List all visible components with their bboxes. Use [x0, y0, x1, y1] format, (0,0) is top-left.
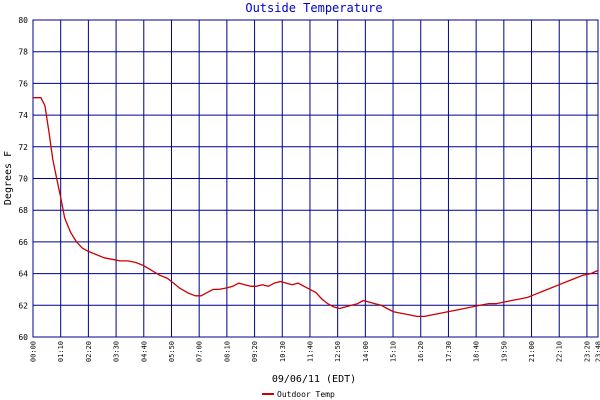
x-tick-label: 21:00	[528, 341, 536, 362]
series-line-outdoor-temp	[33, 97, 599, 318]
y-tick-label: 70	[18, 175, 28, 184]
legend: Outdoor Temp	[262, 390, 335, 399]
x-tick-label: 16:20	[417, 341, 425, 362]
legend-label-outdoor-temp: Outdoor Temp	[277, 390, 335, 399]
x-tick-label: 07:00	[196, 341, 204, 362]
y-tick-label: 64	[18, 270, 28, 279]
x-tick-label: 17:30	[445, 341, 453, 362]
y-tick-label: 76	[18, 79, 28, 88]
y-tick-label: 60	[18, 333, 28, 342]
y-tick-label: 66	[18, 238, 28, 247]
x-tick-label: 12:50	[334, 341, 342, 362]
x-tick-label: 22:10	[556, 341, 564, 362]
chart-title: Outside Temperature	[245, 1, 382, 15]
y-tick-label: 74	[18, 111, 28, 120]
y-axis-label: Degrees F	[3, 151, 14, 205]
x-tick-label: 14:00	[362, 341, 370, 362]
y-axis-ticks: 60 62 64 66 68 70 72 74 76 78 80	[18, 16, 28, 342]
x-tick-label: 23:20	[583, 341, 591, 362]
x-tick-label: 23:48	[595, 341, 600, 362]
x-axis-ticks: 00:00 01:10 02:20 03:30 04:40 05:50 07:00 08:10…	[30, 341, 600, 362]
x-axis-label: 09/06/11 (EDT)	[272, 374, 356, 385]
y-tick-label: 68	[18, 206, 28, 215]
x-tick-label: 08:10	[223, 341, 231, 362]
x-tick-label: 15:10	[390, 341, 398, 362]
grid	[32, 19, 599, 338]
y-tick-label: 78	[18, 48, 28, 57]
y-tick-label: 62	[18, 301, 28, 310]
x-tick-label: 19:50	[500, 341, 508, 362]
series-group	[33, 97, 599, 318]
x-tick-label: 02:20	[85, 341, 93, 362]
y-tick-label: 80	[18, 16, 28, 25]
x-tick-label: 09:20	[251, 341, 259, 362]
x-tick-label: 00:00	[30, 341, 38, 362]
x-tick-label: 05:50	[168, 341, 176, 362]
x-tick-label: 18:40	[473, 341, 481, 362]
x-tick-label: 01:10	[57, 341, 65, 362]
x-tick-label: 10:30	[279, 341, 287, 362]
y-tick-label: 72	[18, 143, 28, 152]
x-tick-label: 11:40	[306, 341, 314, 362]
x-tick-label: 04:40	[140, 341, 148, 362]
x-tick-label: 03:30	[113, 341, 121, 362]
